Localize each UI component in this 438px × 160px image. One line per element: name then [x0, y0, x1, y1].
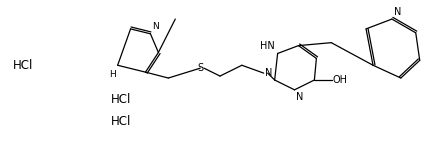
- Text: N: N: [393, 7, 400, 17]
- Text: S: S: [197, 63, 203, 73]
- Text: HN: HN: [259, 40, 274, 51]
- Text: N: N: [152, 22, 159, 31]
- Text: H: H: [109, 70, 115, 79]
- Text: HCl: HCl: [110, 93, 131, 106]
- Text: N: N: [295, 92, 302, 102]
- Text: OH: OH: [332, 75, 347, 85]
- Text: N: N: [264, 68, 272, 78]
- Text: HCl: HCl: [13, 59, 33, 72]
- Text: HCl: HCl: [110, 115, 131, 128]
